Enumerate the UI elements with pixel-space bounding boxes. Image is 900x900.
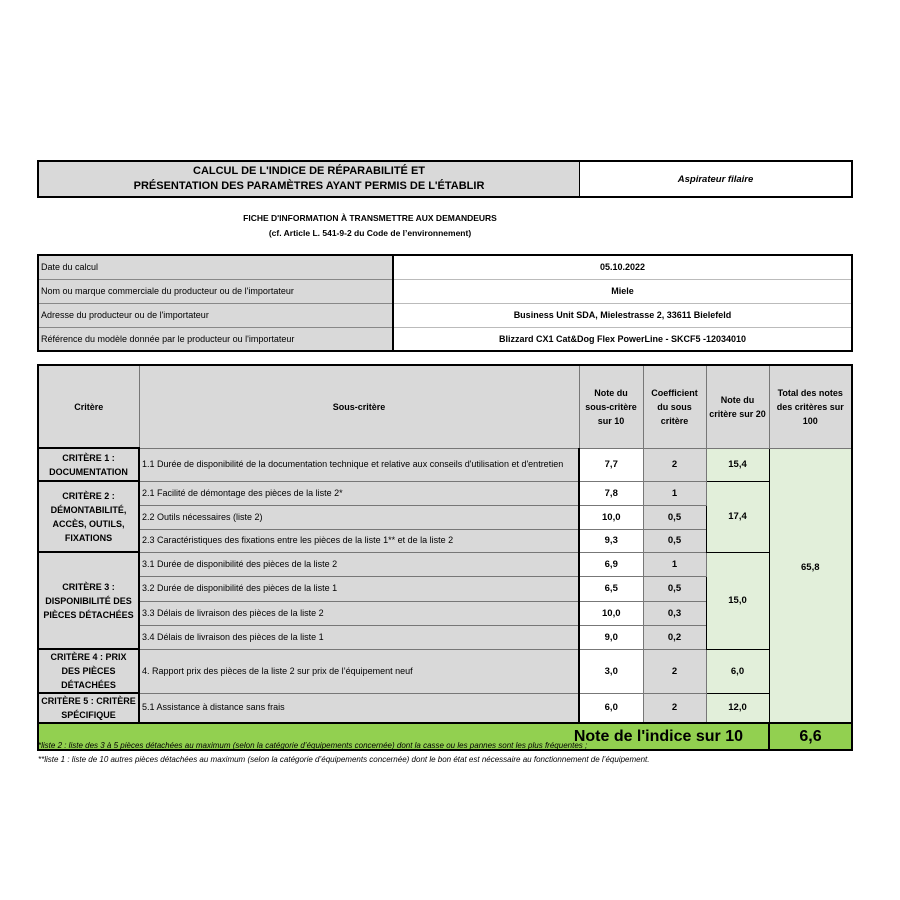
footnote: **liste 1 : liste de 10 autres pièces dé… [38, 755, 650, 764]
table-row: CRITÈRE 3 : DISPONIBILITÉ DES PIÈCES DÉT… [37, 551, 852, 650]
page-title: CALCUL DE L'INDICE DE RÉPARABILITÉ ET PRÉ… [37, 160, 580, 198]
title-table: CALCUL DE L'INDICE DE RÉPARABILITÉ ET PRÉ… [37, 160, 853, 198]
sub-criterion-score: 6,5 [578, 575, 644, 602]
criterion-name: CRITÈRE 2 : DÉMONTABILITÉ, ACCÈS, OUTILS… [37, 480, 140, 553]
info-row: Nom ou marque commerciale du producteur … [37, 278, 852, 304]
sub-criterion: 2.3 Caractéristiques des fixations entre… [138, 528, 580, 553]
subtitle: FICHE D'INFORMATION À TRANSMETTRE AUX DE… [120, 211, 620, 241]
sub-criterion-coefficient: 0,2 [642, 624, 707, 650]
criterion-score: 17,4 [705, 480, 770, 553]
info-value: Miele [392, 279, 852, 304]
score-table: Critère Sous-critère Note du sous-critèr… [37, 364, 853, 751]
index-row: Note de l'indice sur 10 6,6 [37, 722, 853, 751]
info-row: Adresse du producteur ou de l'importateu… [37, 302, 852, 328]
table-row: 3.3 Délais de livraison des pièces de la… [38, 600, 852, 626]
sub-criterion-coefficient: 2 [642, 447, 707, 482]
header-coef: Coefficient du sous critère [642, 364, 707, 449]
sub-criterion-coefficient: 0,5 [642, 575, 707, 602]
header-note-critere: Note du critère sur 20 [705, 364, 770, 449]
sub-criterion: 2.2 Outils nécessaires (liste 2) [138, 504, 580, 530]
header-total: Total des notes des critères sur 100 [768, 364, 853, 449]
title-line: CALCUL DE L'INDICE DE RÉPARABILITÉ ET [193, 165, 425, 177]
sub-criterion: 3.2 Durée de disponibilité des pièces de… [138, 575, 580, 602]
header-note-sous: Note du sous-critère sur 10 [578, 364, 644, 449]
table-row: CRITÈRE 2 : DÉMONTABILITÉ, ACCÈS, OUTILS… [37, 480, 852, 553]
table-row: CRITÈRE 5 : CRITÈRE SPÉCIFIQUE 5.1 Assist… [37, 692, 852, 724]
sub-criterion-coefficient: 0,3 [642, 600, 707, 626]
info-label: Date du calcul [37, 254, 394, 280]
info-value: Business Unit SDA, Mielestrasse 2, 33611… [392, 303, 852, 328]
info-row: Date du calcul 05.10.2022 [37, 254, 852, 280]
sub-criterion-coefficient: 0,5 [642, 528, 707, 553]
sub-criterion-score: 10,0 [578, 600, 644, 626]
sub-criterion-coefficient: 0,5 [642, 504, 707, 530]
criterion-score: 12,0 [705, 692, 770, 724]
sub-criterion: 5.1 Assistance à distance sans frais [138, 692, 580, 724]
sub-criterion-score: 9,0 [578, 624, 644, 650]
info-table: Date du calcul 05.10.2022 Nom ou marque co… [37, 254, 853, 352]
info-value: 05.10.2022 [392, 255, 852, 280]
criterion-name: CRITÈRE 5 : CRITÈRE SPÉCIFIQUE [37, 692, 140, 724]
criterion-score: 15,4 [705, 447, 770, 482]
index-value: 6,6 [768, 722, 853, 751]
sub-criterion: 3.4 Délais de livraison des pièces de la… [138, 624, 580, 650]
total-score: 65,8 [768, 447, 853, 724]
info-label: Nom ou marque commerciale du producteur … [37, 278, 394, 304]
table-row: CRITÈRE 1 : DOCUMENTATION 1.1 Durée de di… [37, 447, 853, 724]
table-row: 2.3 Caractéristiques des fixations entre… [38, 528, 852, 553]
index-label: Note de l'indice sur 10 [37, 722, 770, 751]
sub-criterion-score: 10,0 [578, 504, 644, 530]
sub-criterion-score: 6,9 [578, 551, 644, 577]
sub-criterion-score: 9,3 [578, 528, 644, 553]
header-critere: Critère [37, 364, 140, 449]
info-value: Blizzard CX1 Cat&Dog Flex PowerLine - SK… [392, 327, 852, 352]
sub-criterion: 3.3 Délais de livraison des pièces de la… [138, 600, 580, 626]
footnote: *liste 2 : liste des 3 à 5 pièces détach… [38, 741, 588, 750]
criterion-name: CRITÈRE 3 : DISPONIBILITÉ DES PIÈCES DÉT… [37, 551, 140, 650]
info-label: Adresse du producteur ou de l'importateu… [37, 302, 394, 328]
sub-criterion-coefficient: 1 [642, 551, 707, 577]
info-row: Référence du modèle donnée par le produc… [37, 326, 852, 352]
criterion-name: CRITÈRE 1 : DOCUMENTATION [37, 447, 140, 482]
subtitle-line: (cf. Article L. 541-9-2 du Code de l’env… [268, 228, 472, 238]
table-row: 3.2 Durée de disponibilité des pièces de… [38, 575, 852, 602]
criterion-score: 6,0 [705, 648, 770, 694]
sub-criterion-coefficient: 2 [642, 648, 707, 694]
sub-criterion-coefficient: 2 [642, 692, 707, 724]
info-label: Référence du modèle donnée par le produc… [37, 326, 394, 352]
sub-criterion-coefficient: 1 [642, 480, 707, 506]
title-line: PRÉSENTATION DES PARAMÈTRES AYANT PERMIS… [133, 180, 485, 192]
sub-criterion-score: 7,7 [578, 447, 644, 482]
sub-criterion: 1.1 Durée de disponibilité de la documen… [138, 447, 580, 482]
subtitle-line: FICHE D'INFORMATION À TRANSMETTRE AUX DE… [243, 213, 497, 223]
criterion-name: CRITÈRE 4 : PRIX DES PIÈCES DÉTACHÉES [37, 648, 140, 694]
criterion-score: 15,0 [705, 551, 770, 650]
table-row: 2.2 Outils nécessaires (liste 2) 10,0 0,5 [38, 504, 852, 530]
sub-criterion-score: 3,0 [578, 648, 644, 694]
header-sous-critere: Sous-critère [138, 364, 580, 449]
sub-criterion-score: 6,0 [578, 692, 644, 724]
sub-criterion: 3.1 Durée de disponibilité des pièces de… [138, 551, 580, 577]
sub-criterion-score: 7,8 [578, 480, 644, 506]
sub-criterion: 2.1 Facilité de démontage des pièces de … [138, 480, 580, 506]
sub-criterion: 4. Rapport prix des pièces de la liste 2… [138, 648, 580, 694]
product-category: Aspirateur filaire [579, 160, 853, 198]
table-row: CRITÈRE 4 : PRIX DES PIÈCES DÉTACHÉES 4. … [37, 648, 852, 694]
